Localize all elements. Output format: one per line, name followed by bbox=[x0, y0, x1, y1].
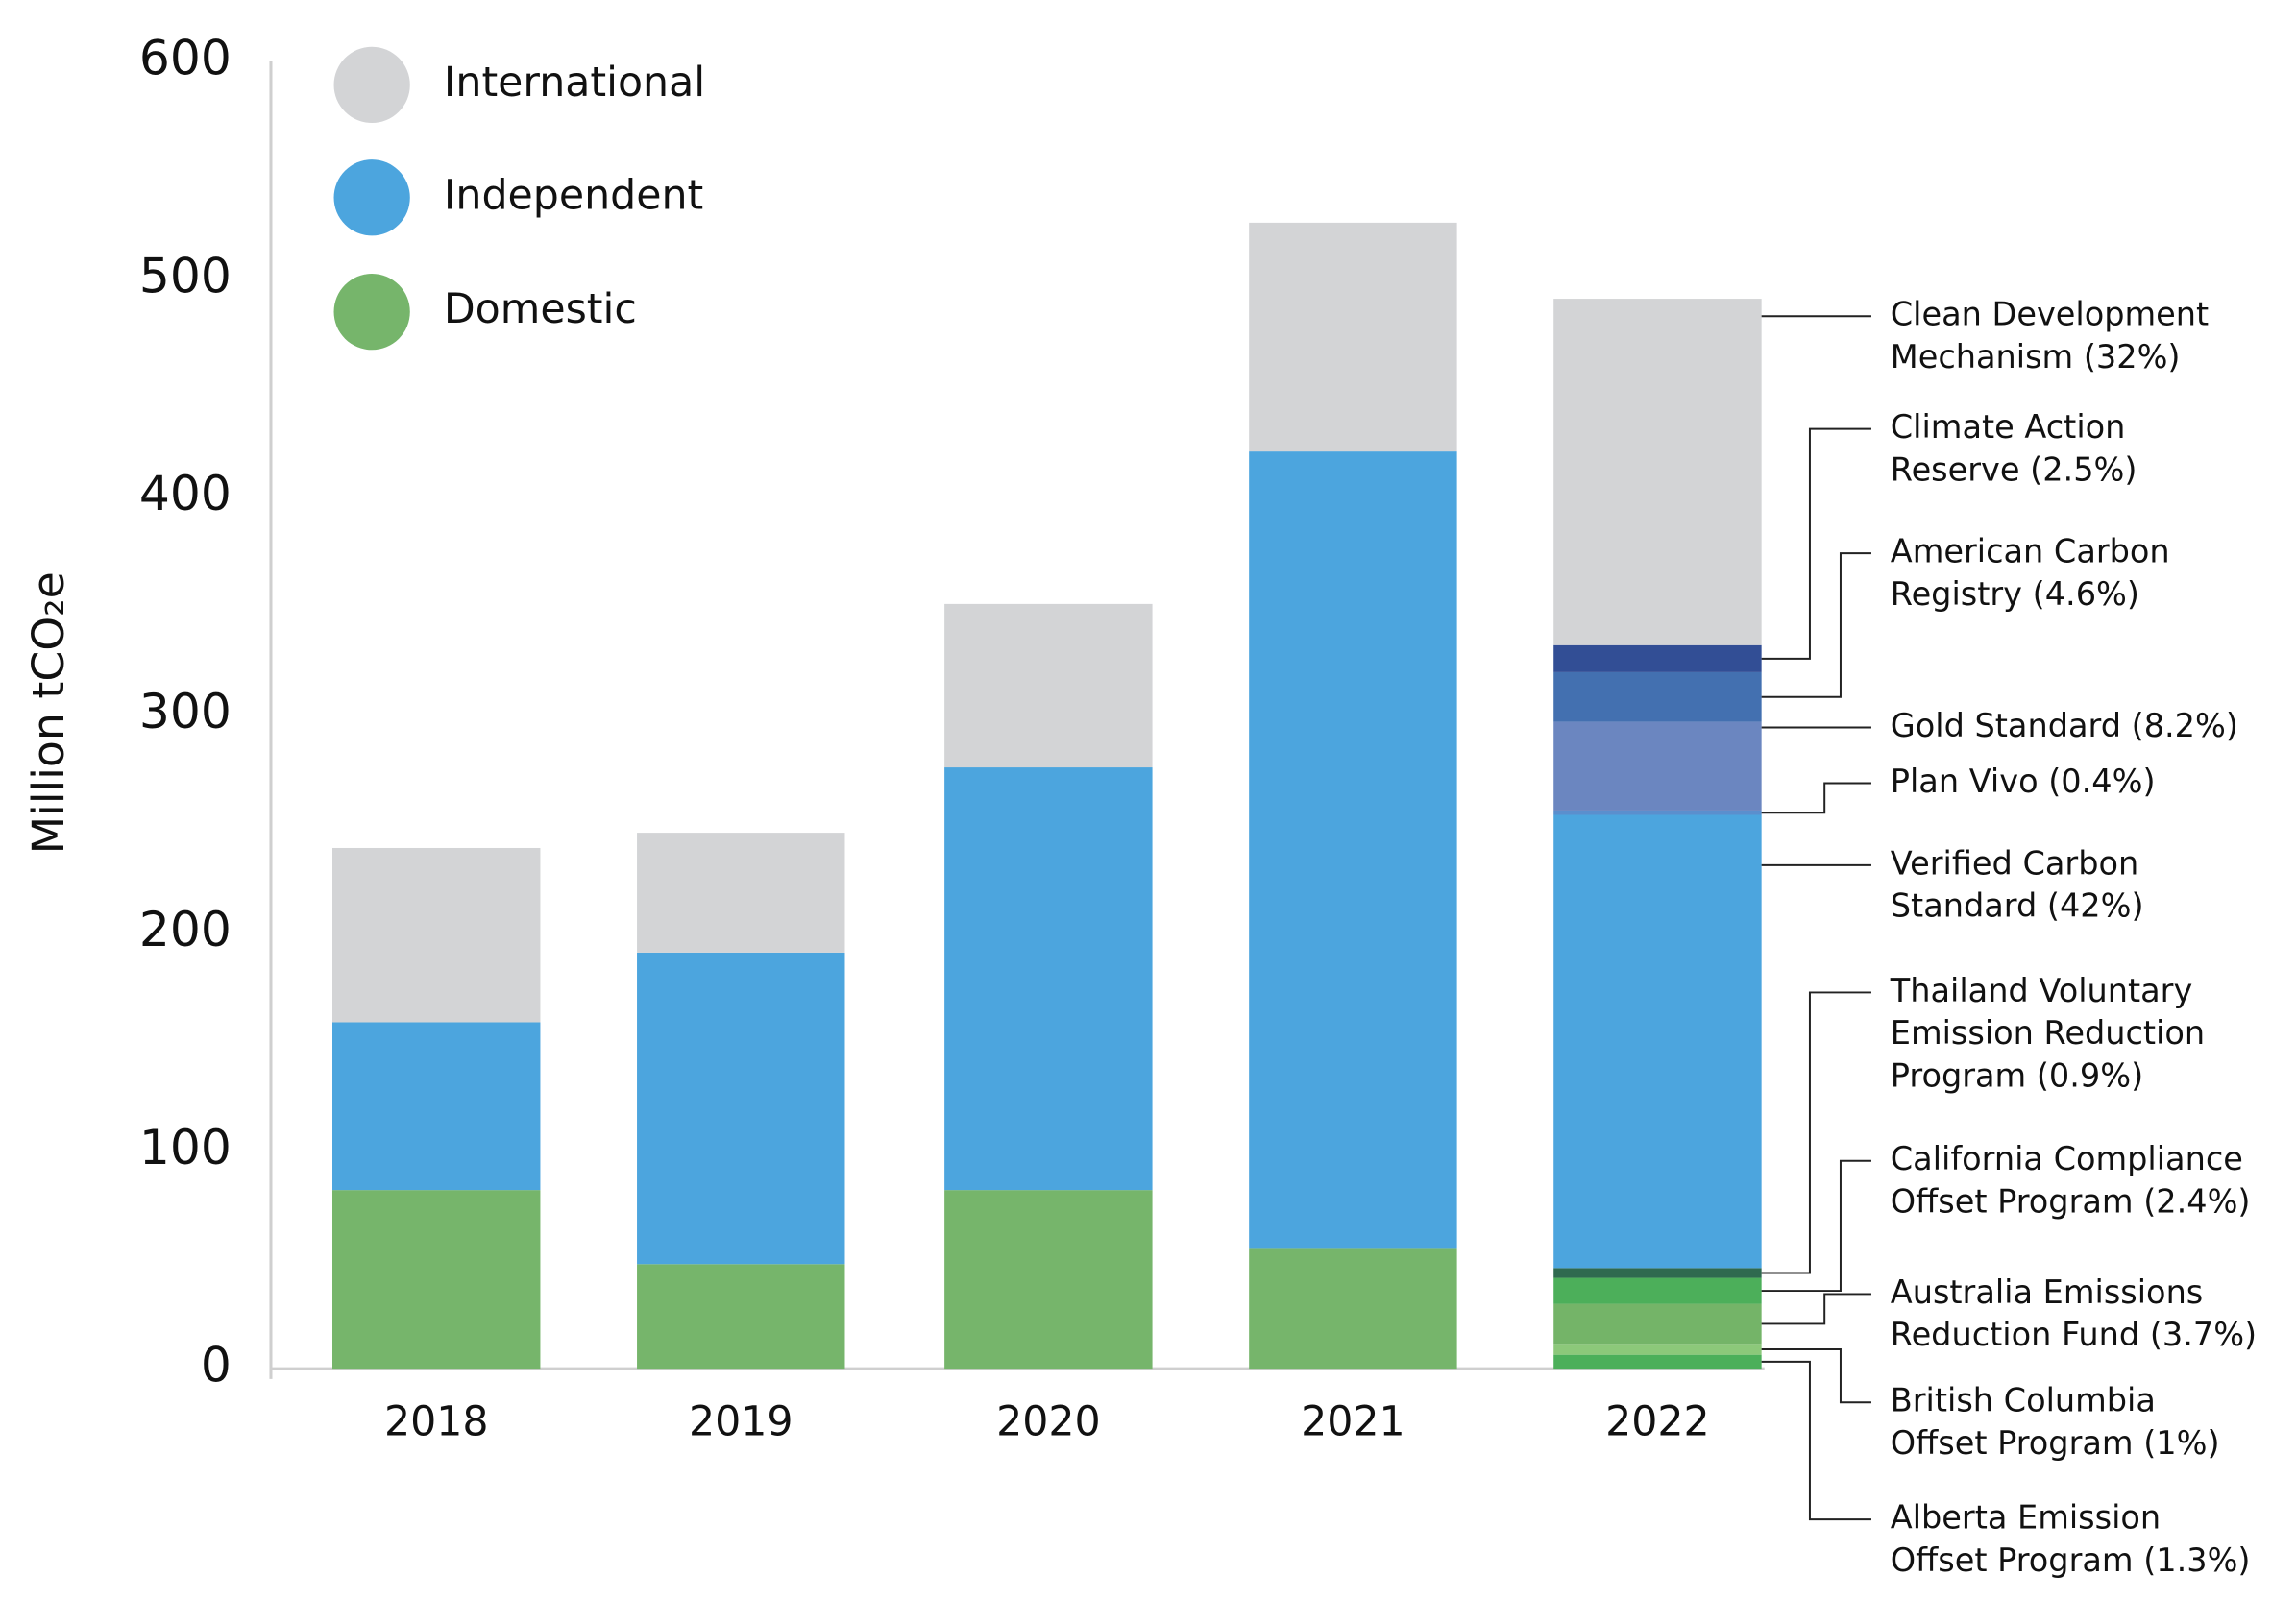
leader-line bbox=[1761, 1360, 1871, 1521]
x-tick-label: 2019 bbox=[689, 1398, 794, 1446]
leader-line bbox=[1761, 782, 1871, 814]
leader-line bbox=[1761, 1159, 1871, 1293]
y-tick-label: 200 bbox=[139, 901, 232, 958]
segment-label: Climate Action bbox=[1891, 408, 2126, 446]
segment-label: Alberta Emission bbox=[1891, 1499, 2161, 1537]
bar-segment bbox=[637, 1264, 845, 1370]
y-tick-label: 0 bbox=[201, 1337, 232, 1394]
x-tick-label: 2022 bbox=[1605, 1398, 1710, 1446]
bar-segment bbox=[1553, 1268, 1762, 1278]
legend-swatch bbox=[333, 274, 410, 351]
legend-label: International bbox=[444, 59, 705, 107]
segment-label: Standard (42%) bbox=[1891, 887, 2144, 925]
segment-label: Registry (4.6%) bbox=[1891, 575, 2139, 613]
segment-label: Australia Emissions bbox=[1891, 1273, 2204, 1311]
x-tick-label: 2020 bbox=[996, 1398, 1101, 1446]
segment-label: Reserve (2.5%) bbox=[1891, 450, 2137, 488]
legend-label: Domestic bbox=[444, 285, 637, 333]
bar-segment bbox=[1249, 1248, 1457, 1370]
segment-label: Offset Program (1.3%) bbox=[1891, 1541, 2251, 1579]
bar-segment bbox=[332, 1022, 541, 1191]
segment-label: Offset Program (1%) bbox=[1891, 1424, 2220, 1462]
bar-segment bbox=[1249, 222, 1457, 452]
segment-label: Clean Development bbox=[1891, 296, 2209, 333]
segment-label: Reduction Fund (3.7%) bbox=[1891, 1316, 2257, 1353]
y-tick-label: 600 bbox=[139, 30, 232, 86]
legend-swatch bbox=[333, 159, 410, 236]
leader-line bbox=[1761, 552, 1871, 698]
bar-segment bbox=[944, 767, 1153, 1191]
y-tick-label: 400 bbox=[139, 465, 232, 521]
segment-label: American Carbon bbox=[1891, 533, 2170, 570]
bar-segment bbox=[1553, 721, 1762, 811]
bar-segment bbox=[944, 1190, 1153, 1370]
bar-segment bbox=[1553, 644, 1762, 672]
legend-label: Independent bbox=[444, 171, 703, 219]
segment-label: Thailand Voluntary bbox=[1890, 972, 2193, 1009]
bar-segment bbox=[637, 952, 845, 1265]
leader-line bbox=[1761, 1293, 1871, 1325]
bar-segment bbox=[332, 847, 541, 1023]
bar-segment bbox=[1249, 451, 1457, 1249]
bar-segment bbox=[1553, 1303, 1762, 1345]
bar-segment bbox=[1553, 1344, 1762, 1355]
x-tick-label: 2021 bbox=[1301, 1398, 1405, 1446]
y-tick-label: 500 bbox=[139, 247, 232, 303]
segment-label: Gold Standard (8.2%) bbox=[1891, 707, 2238, 744]
y-axis-label: Million tCO₂e bbox=[23, 571, 74, 854]
segment-label: Offset Program (2.4%) bbox=[1891, 1182, 2251, 1220]
segment-label: Mechanism (32%) bbox=[1891, 338, 2181, 376]
segment-label: Plan Vivo (0.4%) bbox=[1891, 763, 2156, 800]
bar-segment bbox=[1553, 814, 1762, 1269]
bar-segment bbox=[944, 603, 1153, 768]
segment-label: Verified Carbon bbox=[1891, 844, 2138, 882]
segment-label: British Columbia bbox=[1891, 1382, 2156, 1419]
segment-label: Program (0.9%) bbox=[1891, 1056, 2143, 1094]
bar-segment bbox=[1553, 1277, 1762, 1304]
leader-line bbox=[1761, 991, 1871, 1274]
bar-segment bbox=[332, 1190, 541, 1370]
bar-segment bbox=[1553, 299, 1762, 645]
legend-swatch bbox=[333, 46, 410, 124]
bar-segment bbox=[1553, 810, 1762, 815]
bar-segment bbox=[1553, 1354, 1762, 1370]
bar-segment bbox=[1553, 671, 1762, 722]
x-tick-label: 2018 bbox=[384, 1398, 489, 1446]
leader-line bbox=[1761, 427, 1871, 660]
segment-label: California Compliance bbox=[1891, 1140, 2243, 1177]
y-tick-label: 100 bbox=[139, 1119, 232, 1176]
y-tick-label: 300 bbox=[139, 683, 232, 739]
segment-label: Emission Reduction bbox=[1891, 1014, 2205, 1052]
leader-line bbox=[1761, 1347, 1871, 1404]
bar-segment bbox=[637, 833, 845, 953]
